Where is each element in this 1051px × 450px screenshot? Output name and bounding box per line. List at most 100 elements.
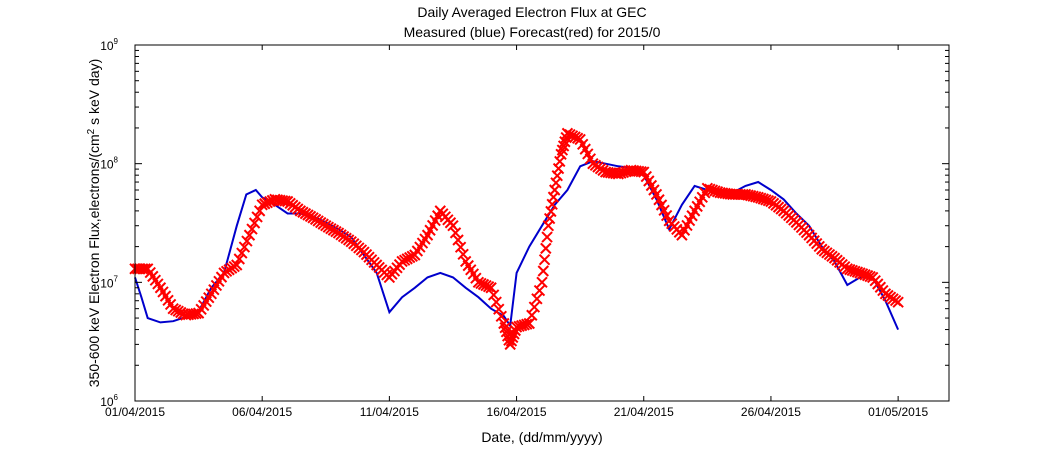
marker-stroke bbox=[861, 269, 874, 282]
marker-stroke bbox=[504, 338, 516, 351]
marker-stroke bbox=[640, 170, 653, 183]
x-tick-label: 26/04/2015 bbox=[741, 405, 801, 419]
forecast-marker-interp bbox=[505, 335, 518, 347]
marker-stroke bbox=[632, 165, 645, 178]
marker-stroke bbox=[851, 266, 864, 278]
marker-stroke bbox=[472, 276, 485, 289]
marker-stroke bbox=[584, 153, 597, 165]
marker-stroke bbox=[154, 282, 167, 294]
marker-stroke bbox=[505, 335, 518, 347]
marker-stroke bbox=[495, 310, 508, 323]
marker-stroke bbox=[582, 148, 594, 160]
x-tick-label: 21/04/2015 bbox=[614, 405, 674, 419]
marker-stroke bbox=[487, 289, 500, 301]
marker-stroke bbox=[757, 193, 770, 205]
forecast-marker bbox=[892, 296, 904, 308]
forecast-marker-interp bbox=[490, 296, 502, 308]
forecast-marker bbox=[504, 338, 516, 351]
marker-stroke bbox=[846, 264, 859, 277]
forecast-marker-interp bbox=[136, 263, 149, 275]
y-tick-label: 109 bbox=[100, 37, 118, 53]
forecast-marker-interp bbox=[538, 253, 551, 266]
marker-stroke bbox=[658, 204, 670, 216]
measured-flux-line bbox=[134, 160, 900, 331]
plot-area-border bbox=[134, 44, 950, 402]
forecast-marker-interp bbox=[540, 242, 552, 255]
marker-stroke bbox=[236, 247, 248, 259]
y-axis-label-tail: s keV day) bbox=[86, 59, 102, 129]
marker-stroke bbox=[241, 235, 253, 247]
marker-stroke bbox=[892, 296, 904, 308]
marker-stroke bbox=[136, 263, 149, 275]
marker-stroke bbox=[248, 217, 261, 229]
marker-stroke bbox=[470, 272, 482, 284]
marker-stroke bbox=[540, 242, 552, 255]
marker-stroke bbox=[543, 212, 556, 225]
marker-stroke bbox=[493, 303, 505, 315]
marker-stroke bbox=[638, 166, 650, 178]
forecast-marker-interp bbox=[246, 223, 258, 235]
marker-stroke bbox=[645, 179, 658, 192]
marker-stroke bbox=[279, 195, 291, 207]
series-layer bbox=[129, 127, 904, 351]
marker-stroke bbox=[844, 263, 856, 276]
x-tick-label: 16/04/2015 bbox=[487, 405, 547, 419]
marker-stroke bbox=[653, 194, 665, 206]
marker-stroke bbox=[762, 194, 775, 207]
marker-stroke bbox=[538, 253, 551, 266]
forecast-marker-interp bbox=[537, 265, 549, 277]
marker-stroke bbox=[164, 298, 177, 311]
y-axis-label-main: 350-600 keV Electron Flux,electrons/(cm bbox=[86, 134, 102, 387]
x-tick-label: 01/05/2015 bbox=[868, 405, 928, 419]
marker-stroke bbox=[528, 301, 541, 313]
marker-stroke bbox=[550, 177, 562, 189]
marker-stroke bbox=[447, 220, 459, 232]
marker-stroke bbox=[482, 280, 495, 293]
y-axis-label-sup: 2 bbox=[86, 128, 97, 134]
marker-stroke bbox=[533, 284, 546, 297]
marker-stroke bbox=[523, 317, 535, 330]
marker-stroke bbox=[485, 282, 497, 294]
marker-stroke bbox=[579, 143, 591, 155]
marker-stroke bbox=[276, 194, 289, 207]
marker-stroke bbox=[480, 279, 492, 292]
marker-stroke bbox=[643, 175, 655, 187]
marker-stroke bbox=[701, 182, 714, 195]
marker-stroke bbox=[545, 205, 557, 218]
marker-stroke bbox=[454, 241, 467, 253]
marker-stroke bbox=[706, 184, 719, 196]
marker-stroke bbox=[233, 253, 246, 265]
marker-stroke bbox=[498, 317, 510, 330]
marker-stroke bbox=[547, 191, 560, 203]
marker-stroke bbox=[849, 265, 861, 277]
marker-stroke bbox=[704, 183, 716, 195]
marker-stroke bbox=[542, 220, 555, 232]
marker-stroke bbox=[650, 188, 663, 201]
marker-stroke bbox=[648, 184, 660, 196]
marker-stroke bbox=[660, 209, 673, 222]
forecast-marker-interp bbox=[541, 231, 553, 243]
marker-stroke bbox=[576, 138, 589, 150]
x-axis-label: Date, (dd/mm/yyyy) bbox=[481, 429, 602, 445]
marker-stroke bbox=[546, 198, 558, 210]
forecast-marker-interp bbox=[482, 280, 495, 293]
marker-stroke bbox=[760, 194, 772, 206]
x-tick-label: 11/04/2015 bbox=[360, 405, 419, 419]
marker-stroke bbox=[238, 241, 251, 253]
forecast-marker-interp bbox=[533, 284, 546, 297]
forecast-marker-interp bbox=[531, 293, 543, 305]
marker-stroke bbox=[467, 268, 480, 280]
y-tick-label: 108 bbox=[100, 156, 118, 172]
marker-stroke bbox=[554, 155, 566, 168]
marker-stroke bbox=[536, 276, 548, 289]
forecast-marker-interp bbox=[449, 227, 462, 239]
x-tick-label: 06/04/2015 bbox=[232, 405, 292, 419]
forecast-marker-interp bbox=[452, 234, 464, 246]
forecast-marker-interp bbox=[495, 310, 508, 323]
marker-stroke bbox=[246, 223, 258, 235]
marker-stroke bbox=[457, 248, 469, 260]
marker-stroke bbox=[251, 211, 263, 223]
forecast-marker-interp bbox=[248, 217, 261, 229]
marker-stroke bbox=[499, 321, 511, 334]
marker-stroke bbox=[521, 318, 533, 330]
